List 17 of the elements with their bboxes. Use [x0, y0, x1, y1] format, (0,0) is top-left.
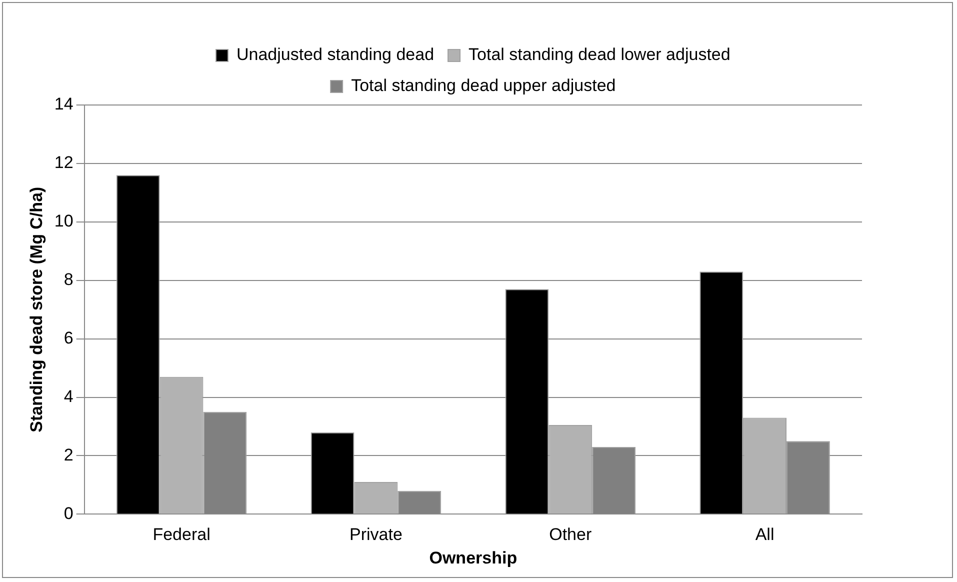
legend-label: Total standing dead lower adjusted — [468, 45, 730, 64]
x-tick-label: Other — [549, 525, 592, 544]
y-tick-label: 12 — [54, 153, 74, 172]
legend-label: Total standing dead upper adjusted — [351, 76, 616, 96]
y-axis-title: Standing dead store (Mg C/ha) — [26, 186, 46, 432]
legend-label: Unadjusted standing dead — [236, 45, 434, 64]
y-tick-label: 10 — [54, 212, 74, 231]
x-axis-title: Ownership — [429, 548, 518, 568]
y-tick-label: 14 — [54, 94, 74, 114]
x-tick-label: All — [755, 525, 774, 544]
x-tick-label: Federal — [152, 525, 210, 544]
y-tick-label: 2 — [64, 445, 74, 464]
x-tick-label: Private — [349, 525, 402, 544]
y-tick-label: 8 — [64, 270, 74, 290]
y-tick-label: 0 — [64, 504, 74, 523]
y-tick-label: 4 — [64, 386, 74, 406]
y-tick-label: 6 — [64, 328, 74, 348]
